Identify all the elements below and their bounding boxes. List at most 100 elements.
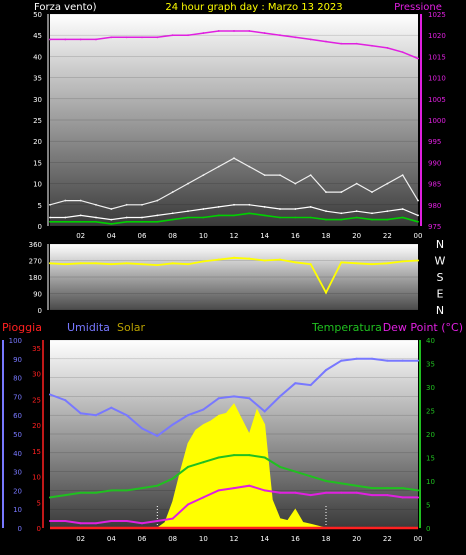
wind-green-point <box>325 218 327 221</box>
direction-point <box>355 262 358 265</box>
dewpoint-point <box>64 519 67 522</box>
temperature-tick-label: 35 <box>426 361 435 369</box>
temperature-point <box>125 489 128 492</box>
wind-hour-label: 12 <box>230 232 239 240</box>
compass-label-s: S <box>437 271 444 284</box>
pressure-tick-label: 1000 <box>428 117 446 125</box>
pressure-axis: 975 980 985 990 995 1000 1005 1010 1015 1020 1025 <box>420 11 446 231</box>
humidity-point <box>325 369 327 372</box>
humidity-point <box>263 410 266 413</box>
humidity-point <box>340 359 343 362</box>
direction-tick-label: 270 <box>29 258 42 266</box>
pressure-point <box>95 38 97 41</box>
pressure-point <box>233 30 235 32</box>
pressure-tick-label: 980 <box>428 202 441 210</box>
dewpoint-point <box>340 491 343 494</box>
temperature-point <box>110 489 113 492</box>
humidity-tick-label: 50 <box>13 431 22 439</box>
pressure-point <box>49 38 51 41</box>
wind-avg-point <box>325 210 327 213</box>
dewpoint-point <box>355 491 358 494</box>
temp-hour-label: 20 <box>352 535 361 543</box>
temp-hour-label: 00 <box>414 535 423 543</box>
wind-hour-label: 04 <box>107 232 116 240</box>
wind-tick-label: 30 <box>33 96 42 104</box>
rain-tick-label: 10 <box>32 474 41 482</box>
wind-panel-grid <box>50 13 418 227</box>
dewpoint-point <box>79 522 82 525</box>
temp-hour-label: 12 <box>230 535 239 543</box>
wind-speed-axis: 0 5 10 15 20 25 30 35 40 45 50 <box>33 11 49 231</box>
humidity-point <box>217 397 220 400</box>
wind-gust-point <box>355 182 358 185</box>
humidity-tick-label: 70 <box>13 393 22 401</box>
direction-panel-background <box>50 244 418 310</box>
left-axis-label: Forza vento) <box>34 2 97 13</box>
wind-panel-background <box>50 14 418 226</box>
wind-gust-point <box>64 199 67 202</box>
dewpoint-point <box>309 494 312 497</box>
wind-green-point <box>202 216 205 219</box>
pressure-point <box>141 36 143 39</box>
dewpoint-point <box>248 484 251 487</box>
humidity-point <box>279 395 281 398</box>
wind-gust-point <box>248 165 251 168</box>
humidity-tick-label: 40 <box>13 450 22 458</box>
wind-gust-point <box>279 174 281 177</box>
direction-degree-axis: 0 90 180 270 360 <box>29 241 49 315</box>
wind-hour-label: 08 <box>168 232 177 240</box>
pressure-point <box>79 38 82 41</box>
dewpoint-point <box>401 496 404 499</box>
direction-point <box>279 258 281 261</box>
temp-hour-label: 04 <box>107 535 116 543</box>
temperature-point <box>79 491 82 494</box>
rain-tick-label: 30 <box>32 371 41 379</box>
temperature-point <box>401 487 404 490</box>
rain-tick-label: 20 <box>32 422 41 430</box>
dewpoint-point <box>49 519 51 522</box>
wind-green-point <box>95 220 97 223</box>
wind-gust-point <box>95 203 97 206</box>
wind-time-axis: 02 04 06 08 10 12 14 16 18 20 22 00 <box>76 232 422 240</box>
legend-humidity: Umidita <box>67 321 110 334</box>
dewpoint-point <box>125 519 128 522</box>
temperature-point <box>263 456 266 459</box>
pressure-point <box>371 44 373 47</box>
temperature-point <box>355 484 358 487</box>
temperature-point <box>64 494 67 497</box>
wind-hour-label: 02 <box>76 232 85 240</box>
wind-avg-point <box>171 212 174 215</box>
humidity-tick-label: 10 <box>13 506 22 514</box>
wind-avg-point <box>279 208 281 210</box>
wind-green-point <box>355 216 358 219</box>
temp-hour-label: 10 <box>199 535 208 543</box>
direction-point <box>156 264 159 267</box>
pressure-point <box>125 36 128 39</box>
wind-avg-point <box>263 206 266 208</box>
dewpoint-point <box>325 491 327 494</box>
wind-gust-point <box>202 174 205 177</box>
temperature-tick-label: 25 <box>426 408 435 416</box>
wind-green-point <box>294 216 297 219</box>
wind-avg-point <box>64 216 67 219</box>
dewpoint-point <box>371 494 373 497</box>
pressure-point <box>110 36 113 39</box>
wind-green-point <box>64 220 67 223</box>
wind-avg-point <box>156 214 159 217</box>
direction-tick-label: 360 <box>29 241 42 249</box>
wind-tick-label: 35 <box>33 75 42 83</box>
wind-avg-point <box>401 208 404 210</box>
wind-green-point <box>187 216 189 219</box>
temp-hour-label: 02 <box>76 535 85 543</box>
wind-avg-point <box>233 203 235 206</box>
humidity-point <box>355 357 358 360</box>
pressure-tick-label: 995 <box>428 138 441 146</box>
wind-green-point <box>248 212 251 215</box>
temperature-tick-label: 0 <box>426 525 430 533</box>
humidity-point <box>171 423 174 426</box>
right-axis-label: Pressione <box>394 2 442 13</box>
wind-green-point <box>279 216 281 219</box>
direction-panel-grid <box>50 243 418 311</box>
direction-point <box>263 259 266 262</box>
pressure-point <box>217 30 220 32</box>
